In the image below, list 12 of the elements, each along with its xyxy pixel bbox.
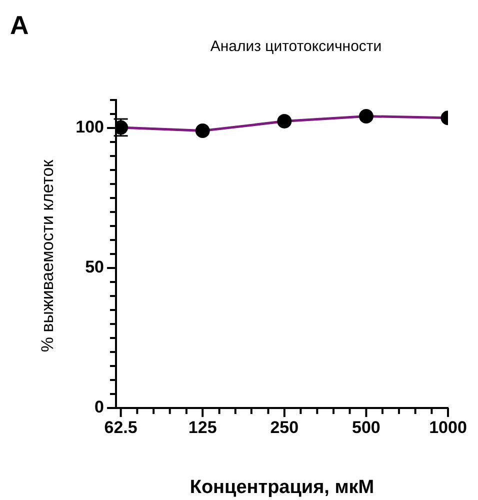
y-tick-label: 100 (76, 118, 104, 137)
x-tick-label: 125 (188, 418, 217, 437)
x-tick-label: 62.5 (104, 418, 138, 437)
text: A (10, 10, 29, 41)
x-tick-label: 250 (270, 418, 299, 437)
chart-title: Анализ цитотоксичности (210, 38, 382, 55)
x-axis-title: Концентрация, мкМ (190, 477, 374, 499)
y-tick-label: 50 (85, 258, 104, 277)
x-tick-label: 500 (352, 418, 380, 437)
y-axis-title: % выживаемости клеток (38, 160, 58, 352)
y-tick-label: 0 (94, 398, 104, 417)
x-tick-label: 1000 (429, 418, 467, 437)
